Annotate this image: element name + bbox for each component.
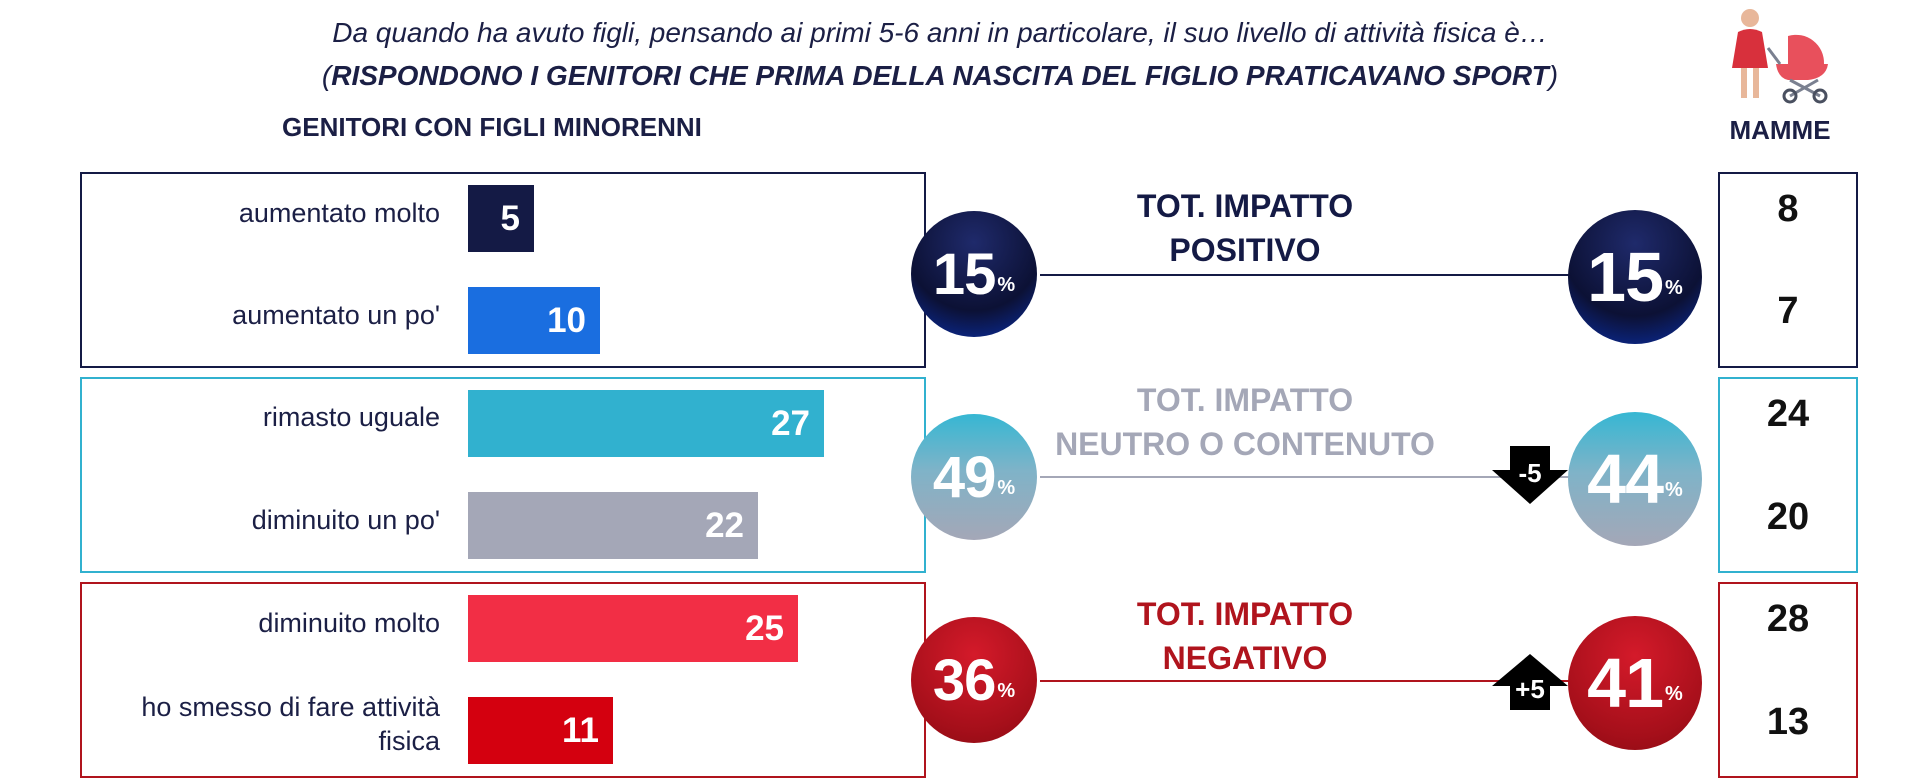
mamme-value-diminuito-un-po: 20 <box>1766 496 1810 538</box>
arrow-down-icon <box>1492 446 1568 504</box>
neutral-impact-title-line2: NEUTRO O CONTENUTO <box>1055 426 1435 462</box>
delta-down-value: -5 <box>1518 458 1542 488</box>
percent-sign: % <box>1665 478 1683 501</box>
question-subtitle: (RISPONDONO I GENITORI CHE PRIMA DELLA N… <box>240 58 1640 94</box>
mamme-positive-box <box>1718 172 1858 368</box>
mamme-positive-total-circle: 15% <box>1568 210 1702 344</box>
mamme-negative-total: 41 <box>1587 644 1664 722</box>
percent-sign: % <box>997 679 1016 702</box>
subtitle-open-paren: ( <box>321 60 332 91</box>
percent-sign: % <box>1665 276 1683 299</box>
mamme-value-rimasto-uguale: 24 <box>1766 393 1810 435</box>
positive-impact-title: TOT. IMPATTO POSITIVO <box>1035 184 1455 272</box>
mamme-value-diminuito-molto: 28 <box>1766 598 1810 640</box>
mamme-neutral-total: 44 <box>1587 440 1664 518</box>
arrow-up-icon <box>1492 654 1568 710</box>
row-label-aumentato-un-po: aumentato un po' <box>232 300 440 330</box>
percent-sign: % <box>997 476 1016 499</box>
positive-impact-title-line1: TOT. IMPATTO <box>1136 188 1354 224</box>
row-label-diminuito-un-po: diminuito un po' <box>251 505 440 535</box>
mamme-neutral-box <box>1718 377 1858 573</box>
mamme-positive-total: 15 <box>1587 238 1664 316</box>
genitori-positive-total-circle: 15% <box>911 211 1037 337</box>
row-label-rimasto-uguale: rimasto uguale <box>262 402 440 432</box>
neutral-impact-title: TOT. IMPATTO NEUTRO O CONTENUTO <box>1035 378 1455 466</box>
row-label-ho-smesso: ho smesso di fare attività fisica <box>141 692 440 756</box>
subtitle-close-paren: ) <box>1548 60 1559 91</box>
bar-value-rimasto-uguale: 27 <box>771 403 810 443</box>
percent-sign: % <box>1665 682 1683 705</box>
bar-value-aumentato-un-po: 10 <box>547 300 586 340</box>
delta-down-arrow: -5 <box>1490 446 1570 542</box>
neutral-connector-line <box>1040 476 1570 478</box>
bar-aumentato-molto: 5 <box>468 185 534 252</box>
negative-impact-title-line1: TOT. IMPATTO <box>1136 596 1354 632</box>
genitori-positive-total: 15 <box>932 241 997 307</box>
section-title: GENITORI CON FIGLI MINORENNI <box>282 112 702 142</box>
positive-connector-line <box>1040 274 1570 276</box>
genitori-neutral-total-circle: 49% <box>911 414 1037 540</box>
mamme-neutral-total-circle: 44% <box>1568 412 1702 546</box>
question-text: Da quando ha avuto figli, pensando ai pr… <box>332 17 1548 48</box>
bar-diminuito-un-po: 22 <box>468 492 758 559</box>
mamme-value-aumentato-un-po: 7 <box>1777 290 1799 332</box>
genitori-negative-total-circle: 36% <box>911 617 1037 743</box>
neutral-impact-title-line1: TOT. IMPATTO <box>1136 382 1354 418</box>
subtitle-bold: RISPONDONO I GENITORI CHE PRIMA DELLA NA… <box>331 60 1549 91</box>
bar-value-diminuito-un-po: 22 <box>705 505 744 545</box>
mamme-label: MAMME <box>1729 115 1831 145</box>
row-label-aumentato-molto: aumentato molto <box>238 198 440 228</box>
genitori-neutral-total: 49 <box>932 444 997 510</box>
genitori-negative-total: 36 <box>932 647 997 713</box>
negative-impact-title: TOT. IMPATTO NEGATIVO <box>1035 592 1455 680</box>
bar-value-diminuito-molto: 25 <box>745 608 784 648</box>
row-label-diminuito-molto: diminuito molto <box>258 608 440 638</box>
percent-sign: % <box>997 273 1016 296</box>
mamme-value-ho-smesso: 13 <box>1766 701 1810 743</box>
positive-impact-title-line2: POSITIVO <box>1169 232 1321 268</box>
bar-aumentato-un-po: 10 <box>468 287 600 354</box>
mother-stroller-icon <box>1732 9 1828 104</box>
delta-up-arrow: +5 <box>1490 652 1570 748</box>
bar-value-aumentato-molto: 5 <box>500 198 520 238</box>
bar-ho-smesso: 11 <box>468 697 613 764</box>
bar-value-ho-smesso: 11 <box>562 710 599 750</box>
delta-up-value: +5 <box>1515 674 1545 704</box>
mamme-value-aumentato-molto: 8 <box>1777 188 1799 230</box>
bar-rimasto-uguale: 27 <box>468 390 824 457</box>
bar-diminuito-molto: 25 <box>468 595 798 662</box>
mamme-negative-total-circle: 41% <box>1568 616 1702 750</box>
negative-connector-line <box>1040 680 1570 682</box>
negative-impact-title-line2: NEGATIVO <box>1162 640 1328 676</box>
